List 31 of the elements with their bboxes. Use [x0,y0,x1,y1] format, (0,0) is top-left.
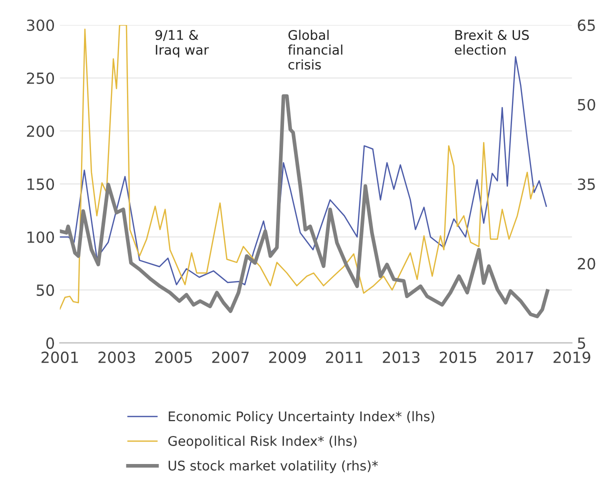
x-tick-label: 2009 [269,352,306,364]
legend-label: Economic Policy Uncertainty Index* (lhs) [168,411,434,424]
y2-tick-label: 5 [578,338,586,349]
y2-tick-label: 35 [578,178,595,190]
x-tick-label: 2007 [212,352,249,364]
y-tick-label: 250 [26,72,54,84]
legend-label: US stock market volatility (rhs)* [168,460,378,474]
x-tick-label: 2013 [382,352,420,364]
y2-tick-label: 50 [578,98,596,111]
x-tick-label: 2017 [496,352,534,364]
x-tick-label: 2005 [155,352,192,364]
line-series [60,56,547,286]
y-tick-label: 100 [28,231,54,243]
line-series [60,25,535,310]
x-tick-label: 2003 [98,352,135,364]
y-tick-label: 150 [28,178,54,190]
y2-tick-label: 65 [578,19,595,32]
line-series [60,94,550,318]
y-tick-label: 0 [46,337,54,349]
x-tick-label: 2001 [42,352,78,364]
legend-label: Geopolitical Risk Index* (lhs) [168,436,357,449]
y-tick-label: 300 [27,19,54,32]
y2-tick-label: 20 [578,258,596,270]
x-tick-label: 2011 [326,352,362,364]
x-tick-label: 2019 [554,352,590,364]
annotation: 9/11 & Iraq war [155,30,209,58]
annotation: Global financial crisis [288,30,342,70]
y-tick-label: 200 [26,125,54,138]
x-tick-label: 2015 [440,352,476,364]
y-tick-label: 50 [36,284,54,296]
annotation: Brexit & US election [454,30,529,55]
